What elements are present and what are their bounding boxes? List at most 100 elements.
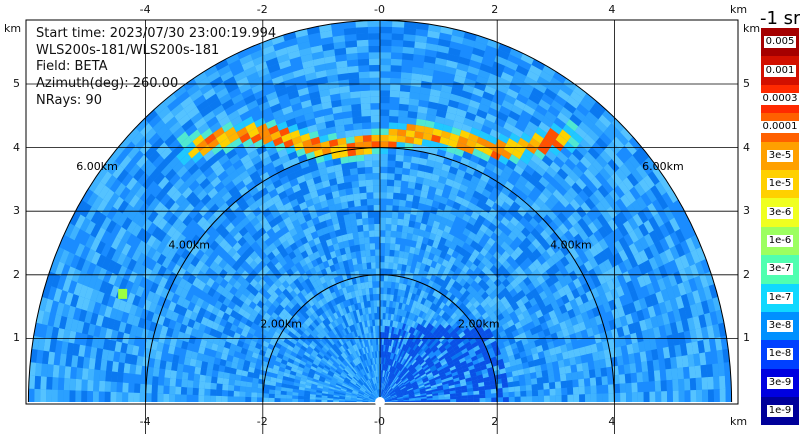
radar-cell: [553, 307, 563, 317]
radar-cell: [514, 246, 524, 257]
radar-cell: [198, 290, 208, 301]
radar-cell: [135, 326, 144, 338]
radar-cell: [68, 330, 77, 344]
radar-cell: [428, 324, 435, 332]
radar-cell: [280, 225, 290, 235]
radar-cell: [383, 391, 387, 397]
radar-cell: [574, 256, 584, 268]
radar-cell: [230, 216, 241, 228]
radar-cell: [424, 306, 430, 314]
radar-cell: [387, 351, 390, 359]
radar-cell: [252, 377, 259, 384]
radar-cell: [80, 245, 91, 260]
radar-cell: [123, 268, 133, 281]
radar-cell: [256, 123, 268, 134]
radar-cell: [340, 156, 350, 164]
radar-cell: [654, 227, 665, 241]
radar-cell: [227, 257, 237, 268]
radar-cell: [423, 171, 433, 180]
radar-cell: [542, 171, 554, 183]
radar-cell: [335, 369, 342, 376]
radar-cell: [487, 107, 500, 118]
radar-cell: [162, 298, 172, 310]
radar-cell: [342, 382, 349, 387]
radar-cell: [345, 349, 351, 356]
radar-cell: [472, 300, 481, 309]
radar-cell: [345, 252, 352, 261]
radar-cell: [701, 300, 710, 315]
radar-cell: [131, 345, 140, 356]
radar-cell: [608, 231, 619, 244]
radar-cell: [487, 156, 499, 167]
radar-cell: [450, 368, 458, 374]
radar-cell: [380, 217, 386, 225]
radar-cell: [286, 394, 293, 399]
radar-cell: [322, 281, 329, 290]
radar-cell: [278, 190, 288, 200]
radar-cell: [427, 360, 434, 367]
radar-cell: [624, 141, 637, 156]
radar-cell: [307, 299, 315, 307]
radar-cell: [157, 385, 164, 394]
radar-cell: [355, 296, 361, 304]
radar-cell: [430, 382, 437, 387]
radar-cell: [453, 360, 461, 366]
radar-cell: [333, 391, 340, 395]
radar-cell: [117, 362, 125, 373]
radar-cell: [424, 55, 436, 64]
radar-cell: [318, 234, 326, 243]
radar-cell: [349, 284, 355, 292]
radar-cell: [490, 150, 502, 161]
radar-cell: [457, 239, 465, 248]
radar-cell: [385, 224, 392, 231]
radar-cell: [47, 351, 56, 365]
radar-cell: [364, 393, 370, 397]
radar-cell: [144, 279, 154, 291]
radar-cell: [359, 276, 365, 283]
radar-cell: [238, 226, 249, 237]
radar-cell: [549, 177, 561, 190]
radar-cell: [316, 188, 326, 197]
radar-cell: [165, 116, 178, 130]
radar-cell: [462, 242, 471, 251]
radar-cell: [388, 389, 394, 395]
radar-cell: [75, 257, 86, 271]
radar-cell: [395, 327, 400, 335]
radar-cell: [258, 187, 269, 198]
radar-cell: [190, 245, 200, 257]
radar-cell: [377, 370, 380, 377]
radar-cell: [597, 184, 609, 198]
radar-cell: [483, 354, 491, 361]
radar-cell: [304, 390, 311, 395]
radar-cell: [432, 128, 443, 137]
radar-cell: [556, 112, 570, 125]
radar-cell: [204, 395, 211, 402]
radar-cell: [638, 262, 648, 276]
radar-cell: [278, 234, 287, 244]
radar-cell: [75, 199, 87, 215]
radar-cell: [426, 218, 435, 227]
radar-cell: [399, 322, 404, 330]
radar-cell: [328, 178, 338, 187]
radar-cell: [62, 278, 72, 292]
radar-cell: [314, 294, 321, 302]
radar-cell: [537, 330, 546, 339]
radar-cell: [447, 379, 454, 384]
radar-cell: [572, 306, 582, 317]
radar-cell: [101, 257, 112, 271]
radar-cell: [569, 237, 580, 249]
radar-cell: [559, 320, 568, 331]
radar-cell: [434, 361, 441, 368]
radar-cell: [417, 381, 424, 386]
radar-cell: [595, 154, 608, 168]
radar-cell: [455, 275, 463, 284]
radar-cell: [341, 287, 348, 295]
radar-cell: [376, 389, 379, 396]
radar-cell: [631, 168, 644, 183]
radar-cell: [357, 364, 362, 371]
radar-cell: [372, 166, 380, 174]
radar-cell: [268, 316, 276, 324]
radar-cell: [380, 255, 385, 263]
radar-cell: [382, 383, 385, 390]
radar-cell: [195, 238, 205, 250]
